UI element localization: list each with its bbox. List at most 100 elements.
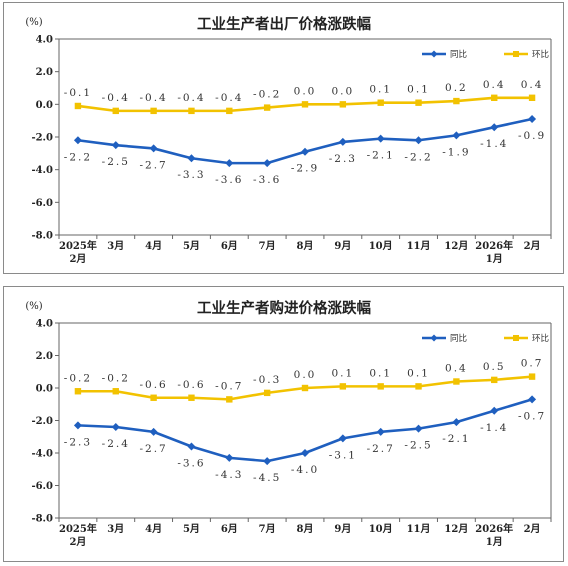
data-point-mom <box>74 102 82 110</box>
legend-marker <box>513 51 519 57</box>
data-point-yoy <box>376 134 385 143</box>
data-label-yoy: -4.3 <box>215 469 243 481</box>
data-label-mom: -0.6 <box>139 379 167 391</box>
data-label-mom: 0.0 <box>294 85 317 97</box>
data-point-mom <box>112 107 119 115</box>
y-tick-label: -4.0 <box>31 449 53 460</box>
data-label-mom: 0.1 <box>407 367 430 379</box>
data-label-mom: 0.0 <box>331 85 354 97</box>
x-tick-label: 12月 <box>444 240 468 252</box>
x-tick-label: 9月 <box>334 240 351 252</box>
x-tick-label: 2月 <box>69 253 86 265</box>
data-label-mom: 0.4 <box>521 79 544 91</box>
data-label-yoy: -3.6 <box>253 174 281 186</box>
data-label-yoy: -1.4 <box>480 422 508 434</box>
data-point-yoy <box>376 427 385 436</box>
data-point-mom <box>226 107 233 115</box>
chart-svg-output-prices: 工业生产者出厂价格涨跌幅 (%) 4.0 2.0 0.0 -2.0 -4.0 -6.0 -8.0… <box>25 15 552 265</box>
x-tick-label: 2025年 <box>59 522 97 535</box>
data-point-mom <box>74 388 82 395</box>
x-tick-label: 8月 <box>297 523 314 535</box>
data-point-yoy <box>73 421 82 430</box>
data-point-yoy <box>149 144 158 153</box>
data-label-mom: -0.4 <box>177 92 205 104</box>
x-tick-label: 2026年 <box>475 239 513 252</box>
y-axis-unit: (%) <box>25 17 42 28</box>
y-tick-label: -2.0 <box>31 416 53 427</box>
x-tick-label: 3月 <box>107 240 124 252</box>
x-tick-label: 11月 <box>407 523 431 535</box>
legend-label: 同比 <box>450 333 467 344</box>
data-label-mom: 0.4 <box>483 79 506 91</box>
data-point-mom <box>491 94 498 101</box>
legend-label: 同比 <box>450 49 467 60</box>
x-tick-label: 6月 <box>221 523 238 535</box>
data-point-mom <box>150 394 157 401</box>
data-label-mom: -0.7 <box>215 380 243 392</box>
data-label-mom: -0.2 <box>102 372 130 384</box>
x-tick-label: 6月 <box>221 240 238 252</box>
data-label-yoy: -2.5 <box>102 156 130 168</box>
data-label-yoy: -2.7 <box>367 443 395 455</box>
chart-panel-purchase-prices: 工业生产者购进价格涨跌幅 (%) 4.0 2.0 0.0 -2.0 -4.0 -6.0 -8.0… <box>3 286 564 562</box>
y-tick-label: -8.0 <box>31 514 53 525</box>
chart-panel-output-prices: 工业生产者出厂价格涨跌幅 (%) 4.0 2.0 0.0 -2.0 -4.0 -6.0 -8.0… <box>3 2 564 274</box>
data-point-yoy <box>225 159 234 168</box>
data-label-mom: 0.2 <box>445 82 468 94</box>
data-label-yoy: -2.1 <box>442 433 470 445</box>
x-tick-label: 12月 <box>444 523 468 535</box>
x-tick-label: 4月 <box>145 240 162 252</box>
data-label-yoy: -4.5 <box>253 472 281 484</box>
x-tick-label: 5月 <box>183 240 200 252</box>
data-label-mom: -0.4 <box>102 92 130 104</box>
data-label-yoy: -1.4 <box>480 138 508 150</box>
x-tick-label: 4月 <box>145 523 162 535</box>
data-point-yoy <box>452 131 461 140</box>
x-tick-label: 2026年 <box>475 522 513 535</box>
data-point-yoy <box>111 141 120 150</box>
data-label-mom: 0.1 <box>407 84 430 96</box>
data-point-yoy <box>301 449 309 457</box>
data-point-mom <box>188 107 195 115</box>
x-tick-label: 2月 <box>524 523 541 535</box>
data-label-yoy: -2.9 <box>291 163 319 175</box>
data-point-mom <box>377 383 384 390</box>
x-tick-label: 1月 <box>486 253 503 265</box>
data-point-mom <box>453 378 460 385</box>
data-point-mom <box>112 388 119 395</box>
data-point-mom <box>301 384 309 392</box>
data-label-mom: 0.4 <box>445 363 468 375</box>
legend-marker <box>513 335 519 341</box>
x-tick-label: 10月 <box>369 523 393 535</box>
data-label-yoy: -2.7 <box>139 443 167 455</box>
data-point-yoy <box>528 115 537 124</box>
data-point-yoy <box>149 427 158 436</box>
x-tick-label: 2025年 <box>59 239 97 252</box>
data-point-yoy <box>301 147 309 156</box>
legend-marker <box>430 334 438 342</box>
legend-label: 环比 <box>532 333 549 344</box>
data-point-mom <box>339 383 347 390</box>
data-point-yoy <box>490 123 499 132</box>
x-tick-label: 1月 <box>486 536 503 548</box>
data-point-mom <box>263 389 271 397</box>
data-point-yoy <box>225 453 234 462</box>
data-label-mom: -0.6 <box>177 379 205 391</box>
data-point-mom <box>415 99 422 106</box>
data-point-yoy <box>528 395 537 404</box>
data-point-yoy <box>414 424 423 433</box>
x-tick-label: 3月 <box>107 523 124 535</box>
data-label-mom: -0.2 <box>253 89 281 101</box>
data-point-yoy <box>187 442 196 451</box>
data-point-yoy <box>338 137 347 146</box>
y-tick-label: -4.0 <box>31 165 53 176</box>
data-label-yoy: -2.2 <box>64 151 92 163</box>
data-label-mom: -0.3 <box>253 374 281 386</box>
y-tick-label: 2.0 <box>36 351 53 362</box>
data-label-yoy: -1.9 <box>442 146 470 158</box>
data-label-mom: -0.4 <box>215 92 243 104</box>
data-point-yoy <box>263 159 272 168</box>
data-label-yoy: -2.3 <box>64 436 92 448</box>
data-label-yoy: -3.3 <box>177 169 205 181</box>
data-point-mom <box>415 383 422 390</box>
